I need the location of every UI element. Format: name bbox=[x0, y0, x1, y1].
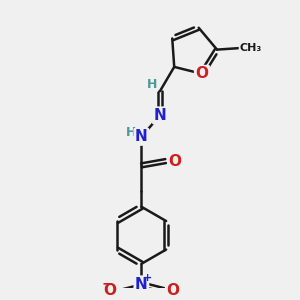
Text: H: H bbox=[126, 126, 136, 139]
Text: O: O bbox=[169, 154, 182, 169]
Text: H: H bbox=[147, 77, 157, 91]
Text: O: O bbox=[195, 66, 208, 81]
Text: O: O bbox=[103, 283, 116, 298]
Text: CH₃: CH₃ bbox=[240, 43, 262, 53]
Text: N: N bbox=[154, 108, 166, 123]
Text: +: + bbox=[143, 273, 152, 283]
Text: N: N bbox=[135, 129, 148, 144]
Text: O: O bbox=[167, 283, 179, 298]
Text: −: − bbox=[101, 277, 113, 291]
Text: N: N bbox=[135, 277, 148, 292]
